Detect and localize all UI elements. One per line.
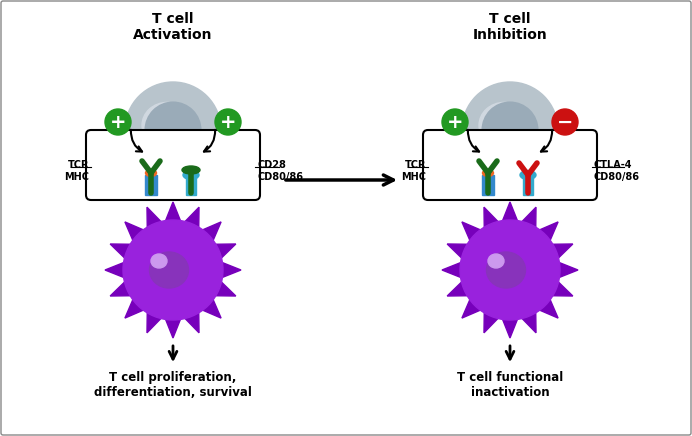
Bar [482, 175, 494, 195]
Text: +: + [447, 112, 463, 132]
Text: +: + [110, 112, 126, 132]
Circle shape [460, 220, 560, 320]
Ellipse shape [182, 166, 200, 174]
Text: CD80/86: CD80/86 [594, 172, 640, 182]
Ellipse shape [151, 254, 167, 268]
Bar [523, 177, 533, 195]
Text: TCR: TCR [68, 160, 89, 170]
Text: MHC: MHC [64, 172, 89, 182]
Circle shape [145, 102, 201, 158]
Circle shape [462, 82, 558, 178]
Text: +: + [220, 112, 236, 132]
Text: −: − [557, 112, 573, 132]
Circle shape [105, 109, 131, 135]
Ellipse shape [149, 252, 188, 288]
Text: T cell proliferation,
differentiation, survival: T cell proliferation, differentiation, s… [94, 371, 252, 399]
FancyBboxPatch shape [86, 130, 260, 200]
Circle shape [552, 109, 578, 135]
Circle shape [215, 109, 241, 135]
Ellipse shape [488, 254, 504, 268]
Ellipse shape [145, 170, 156, 177]
Text: CTLA-4: CTLA-4 [594, 160, 632, 170]
Ellipse shape [142, 102, 192, 148]
Ellipse shape [520, 170, 536, 180]
Circle shape [442, 109, 468, 135]
Polygon shape [442, 202, 578, 338]
Bar [186, 177, 196, 195]
Text: CD80/86: CD80/86 [257, 172, 303, 182]
Text: MHC: MHC [401, 172, 426, 182]
Bar [145, 175, 157, 195]
Text: T cell functional
inactivation: T cell functional inactivation [457, 371, 563, 399]
Ellipse shape [486, 252, 525, 288]
Circle shape [482, 102, 538, 158]
FancyBboxPatch shape [423, 130, 597, 200]
Ellipse shape [183, 170, 199, 180]
Ellipse shape [482, 170, 493, 177]
Circle shape [125, 82, 221, 178]
Polygon shape [105, 202, 241, 338]
Text: T cell
Inhibition: T cell Inhibition [473, 12, 547, 42]
Circle shape [123, 220, 223, 320]
Text: CD28: CD28 [257, 160, 286, 170]
Text: TCR: TCR [405, 160, 426, 170]
Text: T cell
Activation: T cell Activation [134, 12, 212, 42]
Ellipse shape [479, 102, 529, 148]
